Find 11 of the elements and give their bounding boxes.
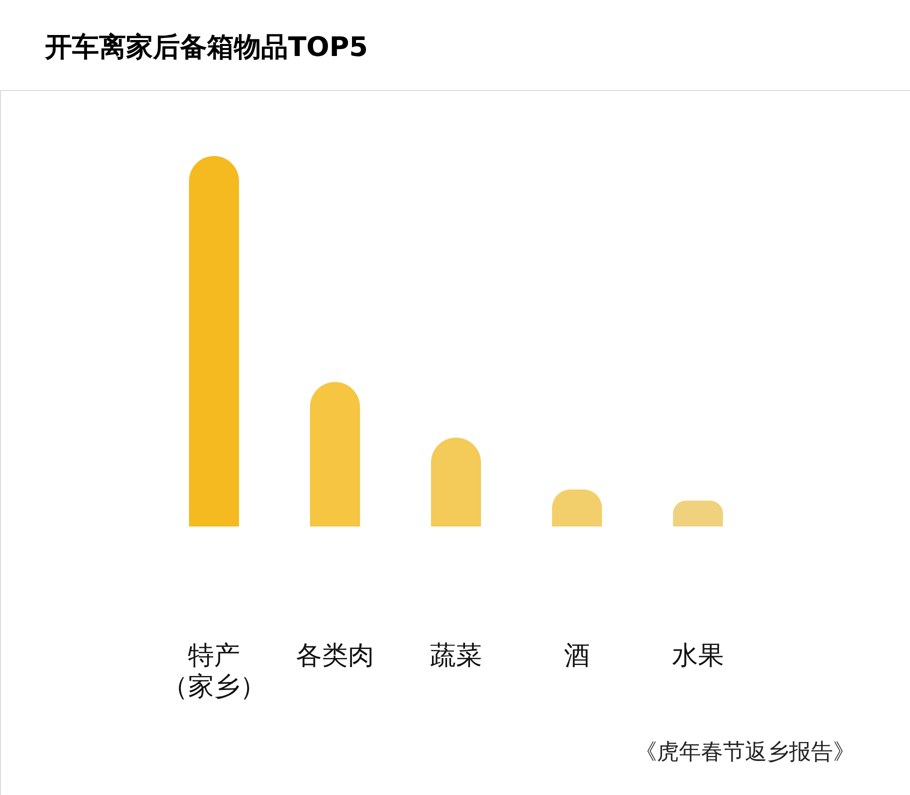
bar xyxy=(189,156,239,526)
x-tick-label: 酒 xyxy=(564,641,590,671)
bar xyxy=(673,500,723,526)
chart-title: 开车离家后备箱物品TOP5 xyxy=(44,32,368,63)
x-tick-label: 特产（家乡） xyxy=(162,641,266,702)
x-tick-label: 蔬菜 xyxy=(430,641,482,671)
x-tick-label: 水果 xyxy=(672,641,724,671)
bar xyxy=(431,438,481,526)
bar xyxy=(310,382,360,526)
x-tick-label: 各类肉 xyxy=(296,641,374,671)
text: 《虎年春节返乡报告》 xyxy=(635,740,855,765)
